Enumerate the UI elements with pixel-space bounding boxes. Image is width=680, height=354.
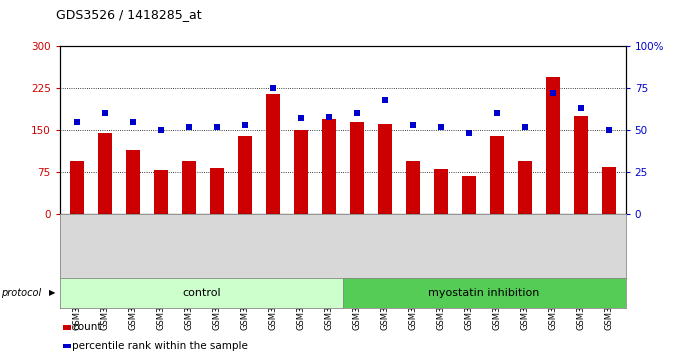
Point: [575, 105, 586, 111]
Bar: [574, 116, 588, 214]
Point: [547, 90, 558, 96]
Bar: [377, 125, 392, 214]
Bar: [406, 161, 420, 214]
Point: [520, 124, 530, 130]
Bar: [490, 136, 504, 214]
Point: [603, 127, 614, 133]
Text: ▶: ▶: [49, 289, 56, 297]
Bar: [98, 133, 112, 214]
Bar: [322, 119, 336, 214]
Bar: [238, 136, 252, 214]
Bar: [602, 166, 616, 214]
Point: [127, 119, 138, 125]
Point: [435, 124, 446, 130]
Bar: [350, 122, 364, 214]
Bar: [462, 176, 476, 214]
Point: [492, 110, 503, 116]
Text: percentile rank within the sample: percentile rank within the sample: [72, 341, 248, 351]
Point: [239, 122, 250, 128]
Text: control: control: [182, 288, 220, 298]
Bar: [209, 168, 224, 214]
Point: [267, 85, 278, 91]
Bar: [434, 169, 447, 214]
Point: [71, 119, 82, 125]
Text: myostatin inhibition: myostatin inhibition: [428, 288, 540, 298]
Text: count: count: [72, 322, 101, 332]
Point: [295, 115, 306, 121]
Bar: [154, 170, 168, 214]
Point: [183, 124, 194, 130]
Point: [211, 124, 222, 130]
Bar: [69, 161, 84, 214]
Bar: [294, 130, 308, 214]
Bar: [266, 94, 279, 214]
Bar: [126, 150, 139, 214]
Point: [323, 114, 334, 119]
Point: [463, 131, 474, 136]
Point: [155, 127, 166, 133]
Point: [352, 110, 362, 116]
Point: [99, 110, 110, 116]
Point: [379, 97, 390, 103]
Text: protocol: protocol: [1, 288, 41, 298]
Bar: [517, 161, 532, 214]
Bar: [546, 77, 560, 214]
Point: [407, 122, 418, 128]
Bar: [182, 161, 196, 214]
Text: GDS3526 / 1418285_at: GDS3526 / 1418285_at: [56, 8, 202, 21]
